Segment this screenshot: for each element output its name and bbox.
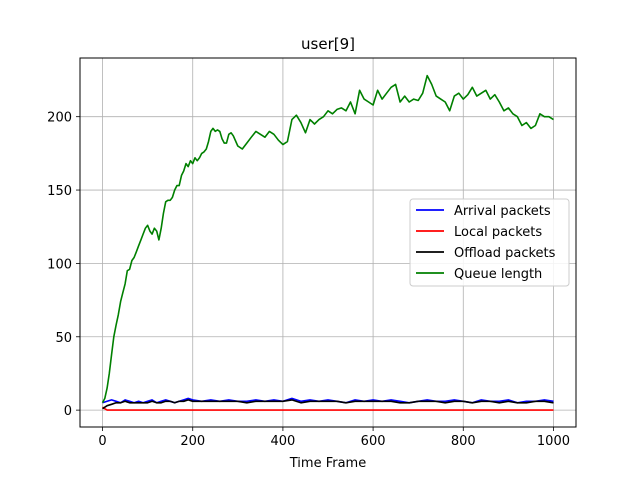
- x-tick-label: 0: [98, 434, 106, 449]
- grid: [80, 58, 576, 427]
- x-tick-label: 1000: [537, 434, 570, 449]
- legend-label-queue-length: Queue length: [454, 267, 542, 282]
- series-line-queue-length: [101, 74, 554, 404]
- y-tick-label: 200: [47, 111, 72, 126]
- legend-label-arrival-packets: Arrival packets: [454, 204, 551, 219]
- series-line-offload-packets: [102, 399, 554, 410]
- y-tick-label: 0: [64, 404, 72, 419]
- legend-label-local-packets: Local packets: [454, 225, 542, 240]
- legend-box: [409, 198, 570, 287]
- axis-ticks: 0 200 400 600 800 1000 0 50 100 150 200: [47, 111, 570, 449]
- x-tick-label: 400: [270, 434, 295, 449]
- y-tick-label: 150: [47, 184, 72, 199]
- legend-label-offload-packets: Offload packets: [454, 246, 556, 261]
- y-tick-label: 50: [55, 331, 72, 346]
- series-lines: [101, 74, 554, 411]
- plot-frame: [79, 57, 577, 428]
- chart-title: user[9]: [301, 35, 355, 53]
- x-tick-label: 600: [361, 434, 386, 449]
- x-tick-label: 800: [451, 434, 476, 449]
- x-axis-title: Time Frame: [289, 456, 366, 471]
- legend: Arrival packets Local packets Offload pack…: [409, 198, 570, 287]
- x-tick-label: 200: [180, 434, 205, 449]
- y-tick-label: 100: [47, 257, 72, 272]
